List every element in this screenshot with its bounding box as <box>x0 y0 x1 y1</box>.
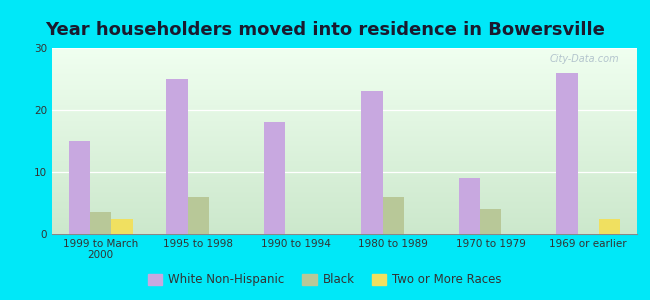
Bar <box>361 92 382 234</box>
Bar <box>382 197 404 234</box>
Legend: White Non-Hispanic, Black, Two or More Races: White Non-Hispanic, Black, Two or More R… <box>144 269 506 291</box>
Bar <box>68 141 90 234</box>
Bar <box>264 122 285 234</box>
Bar <box>556 73 577 234</box>
Bar <box>112 218 133 234</box>
Bar <box>166 79 187 234</box>
Bar <box>599 218 620 234</box>
Text: Year householders moved into residence in Bowersville: Year householders moved into residence i… <box>45 21 605 39</box>
Bar <box>188 197 209 234</box>
Bar <box>480 209 502 234</box>
Bar <box>459 178 480 234</box>
Bar <box>90 212 112 234</box>
Text: City-Data.com: City-Data.com <box>550 54 619 64</box>
